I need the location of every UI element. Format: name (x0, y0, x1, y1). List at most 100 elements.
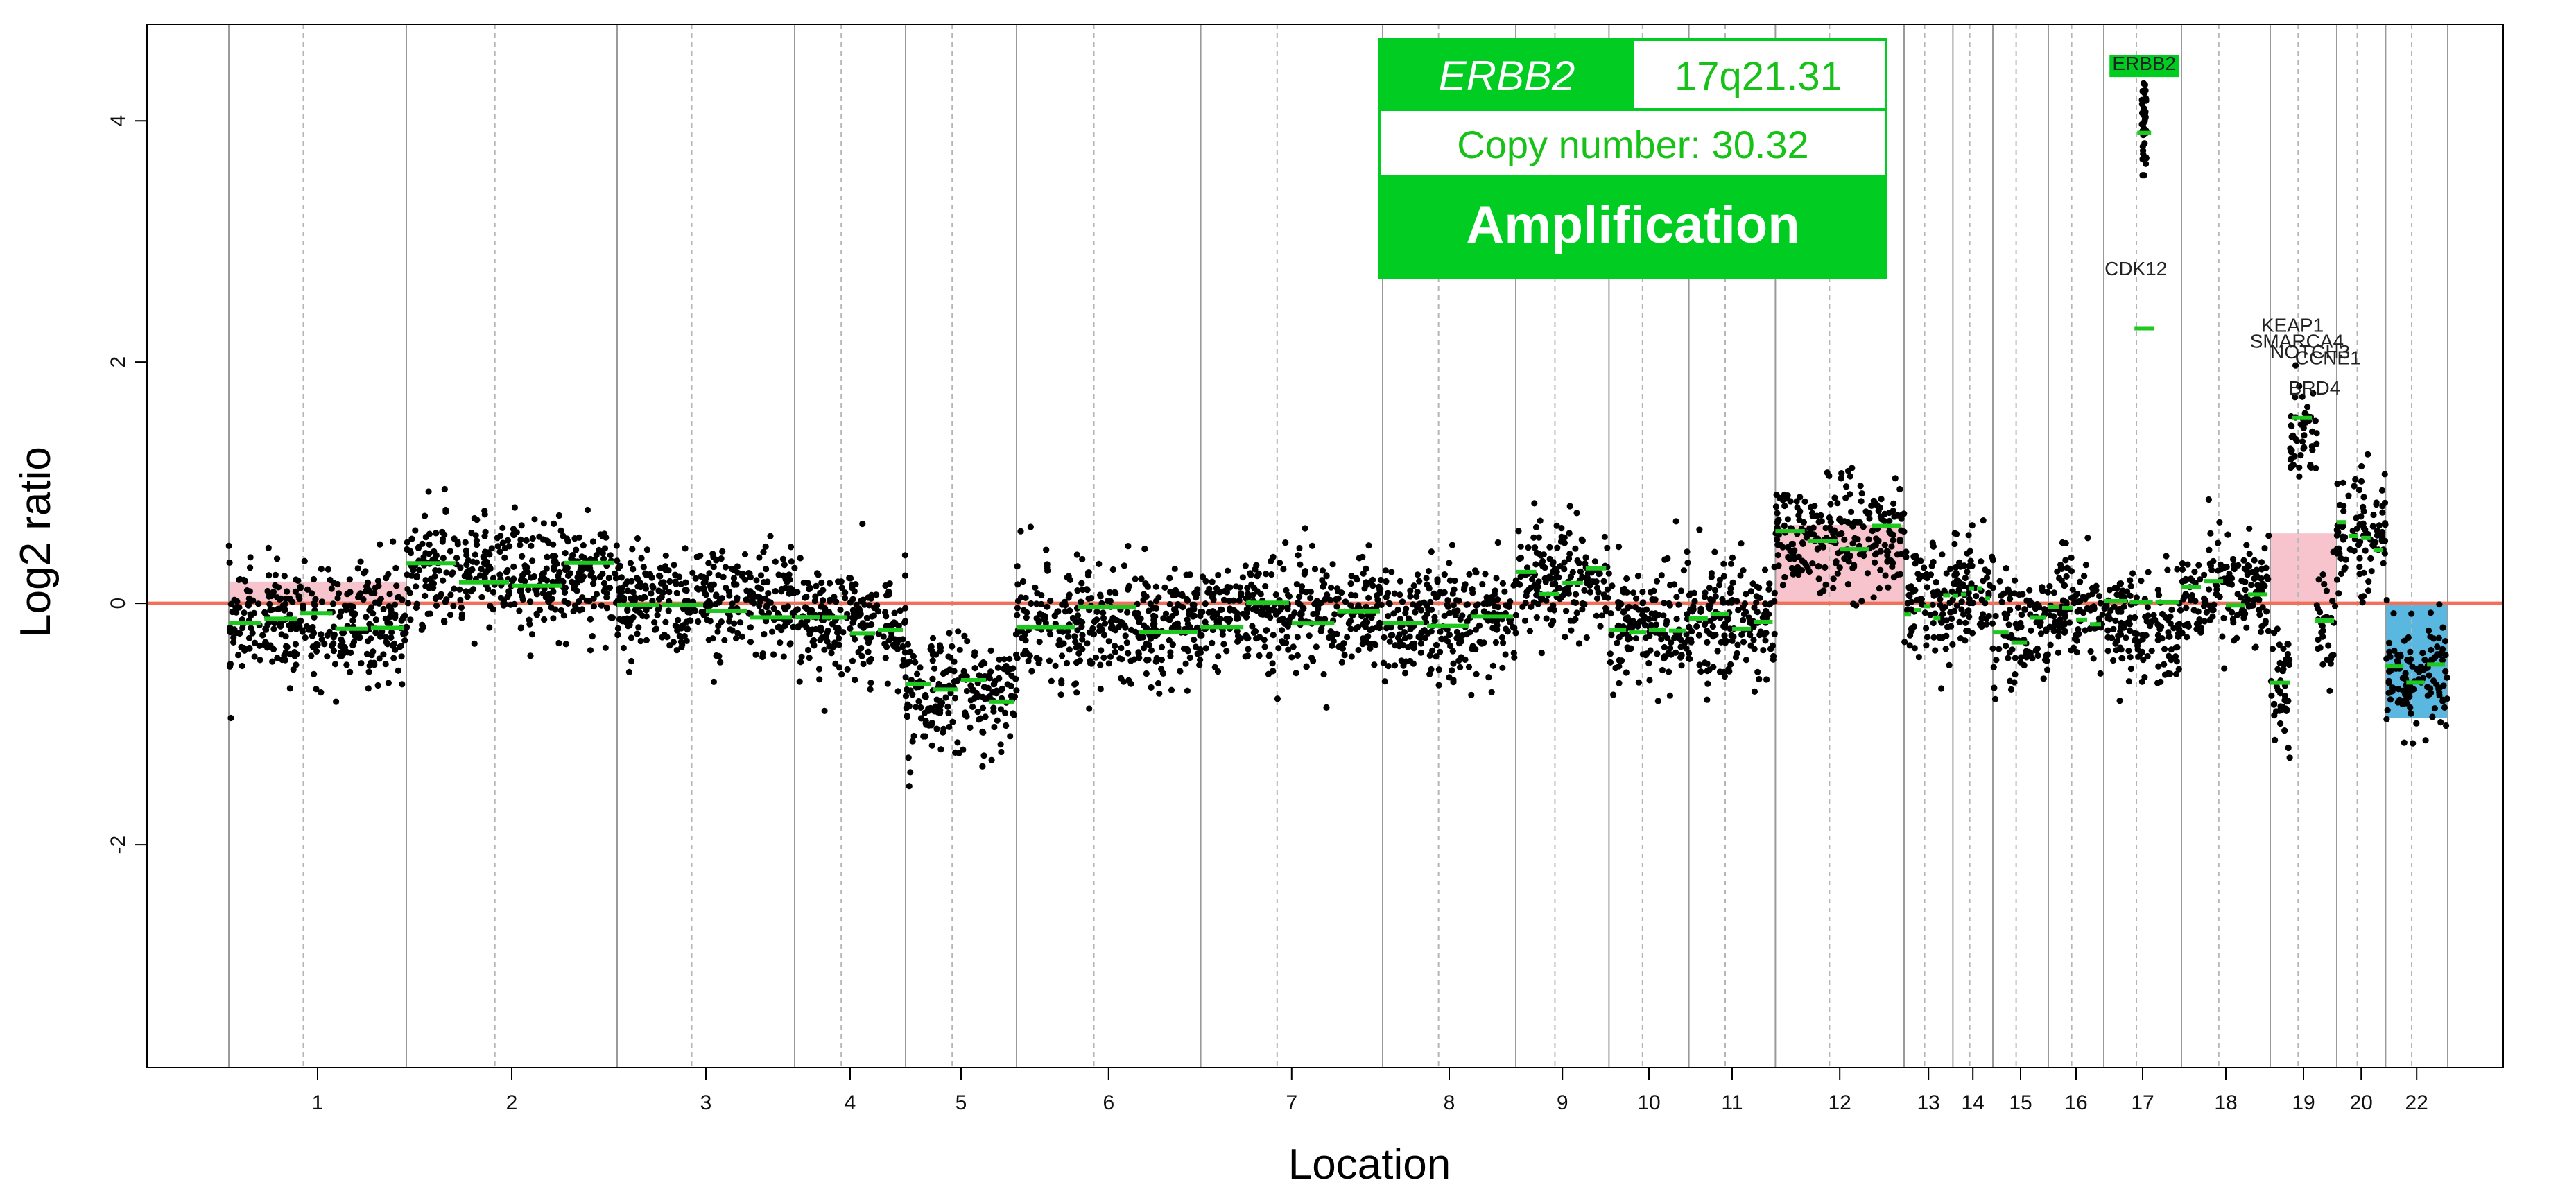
data-point (284, 588, 291, 595)
data-point (1914, 571, 1921, 578)
data-point (1607, 650, 1614, 657)
data-point (2080, 609, 2086, 616)
data-point (1417, 640, 1424, 647)
data-point (486, 624, 493, 631)
data-point (1853, 602, 1860, 609)
data-point (2182, 591, 2190, 598)
data-point (910, 732, 917, 740)
data-point (1533, 549, 1540, 557)
data-point (1472, 567, 1479, 574)
data-point (422, 592, 429, 600)
data-point (2340, 503, 2347, 510)
region-gain-12 (1775, 525, 1904, 604)
data-point (987, 647, 994, 655)
data-point (438, 591, 444, 598)
data-point (1969, 630, 1976, 637)
data-point (1220, 641, 1227, 648)
data-point (1136, 618, 1143, 625)
data-point (1521, 617, 1529, 624)
data-point (2127, 582, 2134, 590)
data-point (1047, 631, 1054, 638)
data-point (828, 650, 835, 657)
data-point (1313, 598, 1320, 605)
data-point (865, 602, 873, 609)
data-point (816, 676, 823, 683)
data-point (1412, 609, 1419, 616)
data-point (2256, 607, 2263, 614)
data-point (2068, 594, 2075, 602)
data-point (1830, 585, 1837, 592)
data-point (1234, 632, 1242, 639)
data-point (907, 648, 914, 655)
data-point (2437, 719, 2444, 726)
data-point (274, 594, 281, 601)
data-point (1112, 648, 1118, 656)
data-point (1727, 625, 1734, 632)
data-point (2439, 657, 2446, 664)
data-point (593, 552, 600, 559)
data-point (2292, 394, 2299, 401)
data-point (2321, 580, 2328, 588)
data-point (931, 665, 938, 672)
data-point (2150, 612, 2157, 618)
data-point (2240, 614, 2247, 621)
data-point (1073, 644, 1080, 651)
data-point (922, 693, 929, 700)
data-point (2268, 692, 2275, 699)
data-point (557, 527, 564, 535)
data-point (2084, 535, 2091, 542)
data-point (1064, 628, 1071, 634)
data-point (1331, 611, 1338, 618)
data-point (756, 554, 763, 561)
data-point (1953, 580, 1960, 587)
data-point (1729, 637, 1736, 644)
data-point (2240, 607, 2247, 614)
data-point (1152, 583, 1159, 590)
data-point (1101, 620, 1109, 627)
data-point (1750, 623, 1757, 630)
data-point (1815, 575, 1822, 582)
data-point (245, 595, 252, 603)
data-point (1743, 591, 1749, 598)
data-point (286, 685, 293, 692)
data-point (1491, 591, 1498, 598)
data-point (419, 540, 426, 547)
data-point (1272, 591, 1279, 598)
data-point (400, 630, 407, 637)
data-point (643, 546, 651, 553)
data-point (886, 580, 893, 587)
data-point (967, 682, 974, 689)
data-point (447, 612, 454, 618)
chrom-label-8: 8 (1444, 1091, 1455, 1114)
data-point (2104, 615, 2111, 622)
data-point (1072, 639, 1079, 646)
data-point (1347, 625, 1354, 632)
data-point (1640, 599, 1647, 606)
data-point (1428, 666, 1435, 673)
data-point (2342, 564, 2349, 571)
data-point (1359, 553, 1366, 560)
data-point (2012, 577, 2019, 584)
data-point (2358, 513, 2365, 520)
data-point (1675, 601, 1682, 608)
data-point (743, 596, 750, 603)
data-point (1352, 592, 1359, 599)
data-point (1425, 568, 1432, 575)
data-point (421, 512, 429, 519)
data-point (1550, 607, 1557, 614)
data-point (1723, 638, 1730, 645)
data-point (1653, 578, 1661, 585)
data-point (1696, 661, 1703, 668)
data-point (1688, 628, 1695, 635)
data-point (422, 582, 429, 590)
data-point (1983, 621, 1990, 628)
data-point (2081, 573, 2088, 580)
data-point (844, 666, 851, 673)
data-point (1711, 614, 1718, 621)
data-point (793, 607, 799, 614)
data-point (1507, 598, 1514, 605)
data-point (286, 622, 293, 629)
data-point (985, 673, 992, 680)
data-point (1771, 630, 1778, 637)
data-point (1042, 619, 1049, 627)
